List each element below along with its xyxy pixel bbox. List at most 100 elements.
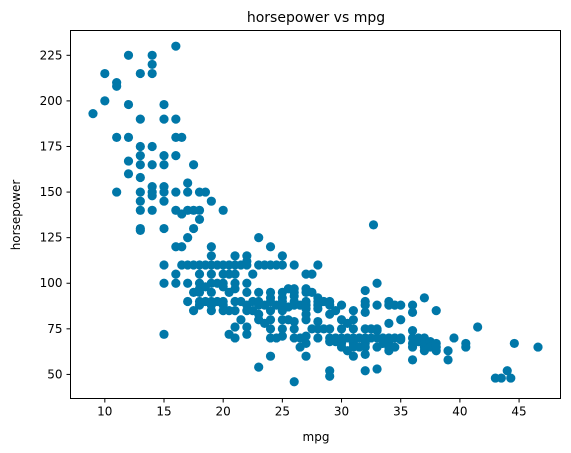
data-point <box>159 278 169 288</box>
x-tick-label: 25 <box>275 405 290 419</box>
data-point <box>147 205 157 215</box>
data-point <box>171 187 181 197</box>
data-point <box>265 306 276 316</box>
data-point <box>265 315 276 325</box>
data-point <box>301 315 311 325</box>
y-tick-label: 225 <box>40 48 63 62</box>
data-point <box>360 285 370 296</box>
y-axis-label: horsepower <box>9 180 23 251</box>
data-point <box>372 364 382 374</box>
data-point <box>135 187 145 197</box>
data-point <box>449 333 459 343</box>
data-point <box>265 351 276 361</box>
data-point <box>384 318 394 328</box>
data-point <box>194 205 205 215</box>
data-point <box>313 333 323 343</box>
data-point <box>135 160 145 170</box>
data-point <box>183 296 193 307</box>
data-point <box>348 306 358 316</box>
data-point <box>443 346 453 356</box>
points-layer <box>88 41 543 387</box>
data-point <box>265 324 276 334</box>
data-point <box>230 333 240 343</box>
data-point <box>218 205 228 215</box>
data-point <box>360 300 370 310</box>
x-tick-label: 35 <box>393 405 408 419</box>
y-tick-label: 150 <box>40 185 63 199</box>
data-point <box>336 300 347 310</box>
data-point <box>301 338 311 349</box>
data-point <box>277 324 287 334</box>
data-point <box>177 242 187 252</box>
data-point <box>206 251 216 261</box>
data-point <box>254 362 264 372</box>
data-point <box>307 269 317 279</box>
data-point <box>188 306 199 316</box>
data-point <box>183 178 193 188</box>
x-tick-label: 20 <box>216 405 231 419</box>
data-point <box>100 68 110 79</box>
data-point <box>135 196 145 206</box>
data-point <box>218 282 228 292</box>
data-point <box>171 269 181 279</box>
data-point <box>407 300 418 310</box>
data-point <box>301 331 311 341</box>
data-point <box>254 233 264 243</box>
data-point <box>443 355 453 365</box>
data-point <box>171 41 181 51</box>
data-point <box>206 306 216 316</box>
y-axis-ticks: 50 75 100 125 150 175 200 225 <box>40 48 71 381</box>
data-point <box>407 355 418 365</box>
y-tick-label: 175 <box>40 139 63 153</box>
data-point <box>461 342 471 352</box>
data-point <box>396 335 406 345</box>
y-tick-label: 75 <box>47 322 62 336</box>
data-point <box>289 316 299 327</box>
data-point <box>194 214 205 225</box>
data-point <box>159 99 169 110</box>
data-point <box>360 366 370 376</box>
data-point <box>390 342 400 352</box>
data-point <box>372 278 382 288</box>
data-point <box>147 59 157 70</box>
data-point <box>135 68 145 79</box>
data-point <box>496 373 506 383</box>
data-point <box>396 315 406 325</box>
data-point <box>230 306 240 316</box>
y-tick-label: 100 <box>40 276 63 290</box>
data-point <box>206 196 216 206</box>
data-point <box>313 260 323 270</box>
data-point <box>372 300 382 310</box>
data-point <box>159 160 169 170</box>
data-point <box>206 287 216 297</box>
data-point <box>348 324 358 334</box>
data-point <box>336 324 347 334</box>
x-axis-label: mpg <box>303 430 330 444</box>
data-point <box>431 346 441 356</box>
data-point <box>242 260 252 270</box>
data-point <box>372 326 382 336</box>
data-point <box>254 287 264 297</box>
data-point <box>123 156 134 166</box>
data-point <box>100 96 110 106</box>
data-point <box>242 329 252 339</box>
data-point <box>171 278 181 288</box>
data-point <box>502 366 512 376</box>
data-point <box>242 278 252 288</box>
data-point <box>509 338 519 349</box>
data-point <box>277 260 287 270</box>
data-point <box>135 205 145 215</box>
data-point <box>147 191 157 201</box>
data-point <box>313 316 323 327</box>
data-point <box>183 278 193 288</box>
data-point <box>159 151 169 161</box>
plot-frame <box>70 30 561 399</box>
data-point <box>194 287 205 297</box>
y-tick-label: 125 <box>40 231 63 245</box>
data-point <box>88 109 98 119</box>
data-point <box>331 306 341 316</box>
data-point <box>289 377 299 387</box>
data-point <box>159 196 169 206</box>
data-point <box>159 187 169 197</box>
